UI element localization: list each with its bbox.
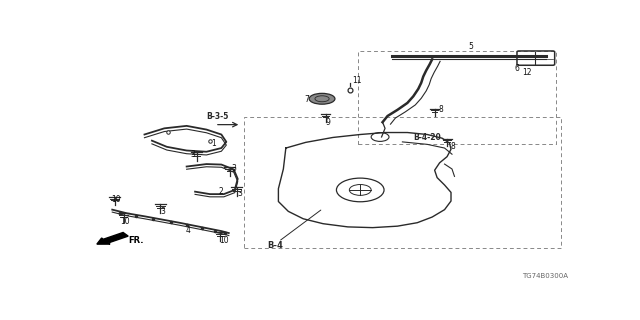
Text: 7: 7 xyxy=(305,95,310,105)
Text: 1: 1 xyxy=(212,139,216,148)
Ellipse shape xyxy=(309,93,335,104)
Text: FR.: FR. xyxy=(129,236,144,245)
Text: 10: 10 xyxy=(111,195,120,204)
Text: B-3-5: B-3-5 xyxy=(207,112,229,121)
Text: 6: 6 xyxy=(514,64,519,73)
Text: 4: 4 xyxy=(186,226,191,235)
Text: 10: 10 xyxy=(219,236,228,245)
Text: 10: 10 xyxy=(120,217,129,226)
Text: 8: 8 xyxy=(451,142,456,151)
Text: TG74B0300A: TG74B0300A xyxy=(522,273,568,279)
Text: 12: 12 xyxy=(523,68,532,77)
Text: 5: 5 xyxy=(468,42,474,51)
Text: 3: 3 xyxy=(161,207,166,216)
Text: 8: 8 xyxy=(438,105,444,114)
Text: 3: 3 xyxy=(231,164,236,173)
Text: B-4: B-4 xyxy=(268,241,284,250)
Text: 11: 11 xyxy=(352,76,362,85)
FancyArrow shape xyxy=(97,232,128,244)
Text: B-4-20: B-4-20 xyxy=(413,133,441,142)
Bar xyxy=(244,117,561,248)
Bar xyxy=(358,51,556,144)
Text: 2: 2 xyxy=(219,187,224,196)
Text: 3: 3 xyxy=(237,189,242,198)
Text: 3: 3 xyxy=(191,150,196,159)
Text: 9: 9 xyxy=(326,118,330,127)
